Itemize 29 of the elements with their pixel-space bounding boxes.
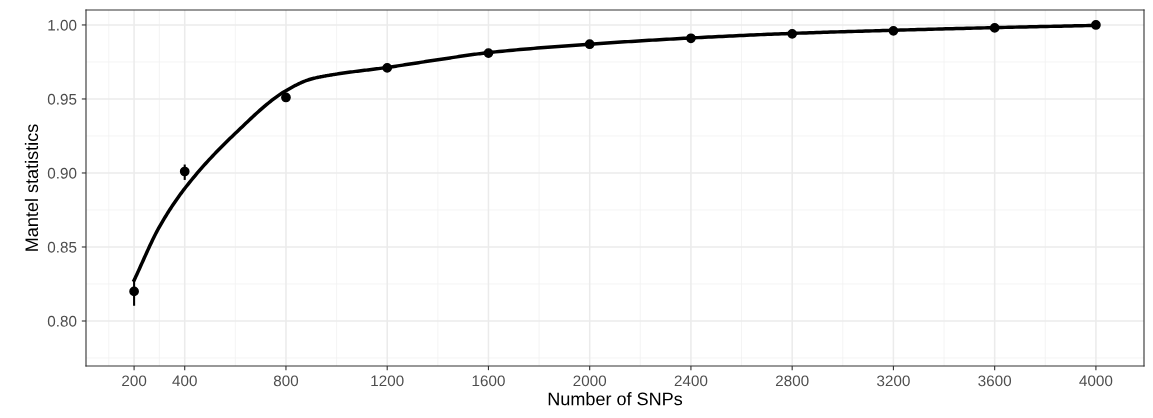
x-tick-label: 4000: [1079, 375, 1113, 387]
x-axis-title: Number of SNPs: [548, 392, 683, 406]
y-tick-label: 1.00: [48, 19, 77, 31]
point: [281, 92, 291, 103]
y-tick-label: 0.80: [47, 315, 77, 327]
point: [888, 26, 899, 36]
x-tick-label: 800: [273, 375, 299, 387]
x-tick-label: 3200: [877, 375, 910, 387]
point: [686, 33, 696, 44]
point: [179, 166, 190, 177]
point: [584, 39, 595, 50]
y-tick-label: 0.95: [47, 93, 77, 105]
x-tick-label: 400: [172, 375, 197, 387]
x-tick-label: 2400: [674, 375, 708, 387]
x-tick-label: 3600: [978, 375, 1012, 387]
x-tick-label: 2000: [573, 375, 607, 387]
x-tick-label: 200: [122, 375, 147, 387]
y-tick-label: 0.85: [47, 241, 77, 253]
point: [1091, 20, 1101, 30]
x-tick-label: 1200: [371, 375, 404, 387]
point: [129, 286, 139, 297]
y-tick-label: 0.90: [47, 167, 77, 179]
point: [483, 48, 494, 58]
x-tick-label: 2800: [775, 375, 809, 387]
point: [787, 28, 798, 39]
y-axis-title: Mantel statistics: [24, 124, 39, 251]
x-tick-label: 1600: [472, 375, 505, 387]
point: [989, 23, 1000, 33]
point: [382, 63, 393, 73]
